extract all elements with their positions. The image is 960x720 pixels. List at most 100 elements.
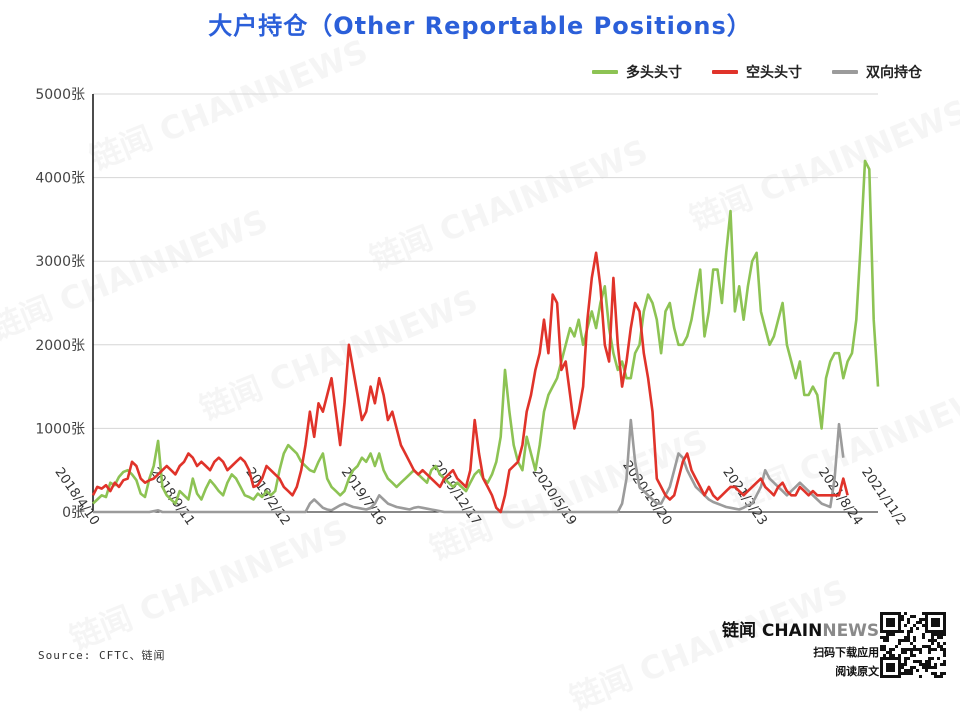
qr-module [901,639,904,642]
qr-module [940,633,943,636]
qr-module [934,633,937,636]
qr-module [910,654,913,657]
y-tick-label: 2000张 [35,338,85,354]
legend-label-spread: 双向持仓 [866,65,922,81]
qr-module [907,657,910,660]
qr-module [919,648,922,651]
qr-module [898,654,901,657]
qr-module [895,645,898,648]
qr-module [889,651,892,654]
qr-module [901,663,904,666]
qr-module [943,633,946,636]
qr-module [922,666,925,669]
y-tick-label: 5000张 [35,87,85,103]
qr-module [883,648,886,651]
qr-module [913,666,916,669]
qr-module [904,660,907,663]
brand-name: 链闻 CHAINNEWS [722,616,879,641]
qr-finder [886,618,895,627]
series-line-long [92,159,880,505]
qr-module [898,642,901,645]
qr-module [928,663,931,666]
qr-module [940,672,943,675]
qr-module [892,654,895,657]
qr-module [880,645,883,648]
qr-module [901,615,904,618]
brand-name-cn: 链闻 [722,621,762,641]
qr-module [937,636,940,639]
qr-module [883,639,886,642]
qr-module [943,651,946,654]
qr-module [940,663,943,666]
qr-module [904,612,907,615]
qr-module [904,639,907,642]
qr-module [931,636,934,639]
qr-module [886,639,889,642]
qr-finder [886,663,895,672]
qr-module [931,633,934,636]
qr-module [889,654,892,657]
qr-module [937,642,940,645]
qr-module [910,630,913,633]
qr-module [928,645,931,648]
qr-module [925,669,928,672]
qr-module [910,651,913,654]
qr-module [886,636,889,639]
qr-module [910,615,913,618]
qr-module [922,618,925,621]
qr-module [910,648,913,651]
qr-module [907,669,910,672]
qr-module [922,645,925,648]
qr-module [880,648,883,651]
qr-module [934,639,937,642]
chart-title: 大户持仓（Other Reportable Positions） [208,12,752,40]
qr-module [934,672,937,675]
legend-swatch-spread [832,70,858,74]
brand-block: 链闻 CHAINNEWS 扫码下载应用 阅读原文 [722,616,879,679]
qr-module [892,633,895,636]
qr-module [901,630,904,633]
qr-module [919,663,922,666]
qr-module [943,672,946,675]
qr-module [928,657,931,660]
y-tick-label: 3000张 [35,254,85,270]
qr-module [913,645,916,648]
qr-module [922,663,925,666]
qr-module [910,669,913,672]
qr-module [919,660,922,663]
qr-module [919,621,922,624]
qr-module [934,666,937,669]
qr-module [931,642,934,645]
x-tick-label: 2021/3/23 [719,465,770,528]
qr-module [913,615,916,618]
qr-module [910,672,913,675]
qr-module [910,642,913,645]
qr-module [943,642,946,645]
brand-scan-text: 扫码下载应用 [813,646,880,659]
qr-module [889,648,892,651]
qr-module [904,669,907,672]
qr-module [898,639,901,642]
qr-code-icon[interactable] [880,612,946,678]
qr-module [940,648,943,651]
y-tick-label: 0张 [62,505,85,521]
qr-module [943,648,946,651]
qr-module [910,627,913,630]
qr-module [904,624,907,627]
qr-module [901,651,904,654]
qr-module [940,675,943,678]
qr-module [925,663,928,666]
legend-item-short: 空头头寸 [712,62,802,82]
qr-module [913,639,916,642]
qr-module [916,627,919,630]
qr-module [907,633,910,636]
qr-module [886,633,889,636]
qr-module [925,666,928,669]
qr-module [937,675,940,678]
legend-label-long: 多头头寸 [626,65,682,81]
qr-module [913,660,916,663]
qr-module [934,648,937,651]
qr-module [940,636,943,639]
qr-module [907,630,910,633]
